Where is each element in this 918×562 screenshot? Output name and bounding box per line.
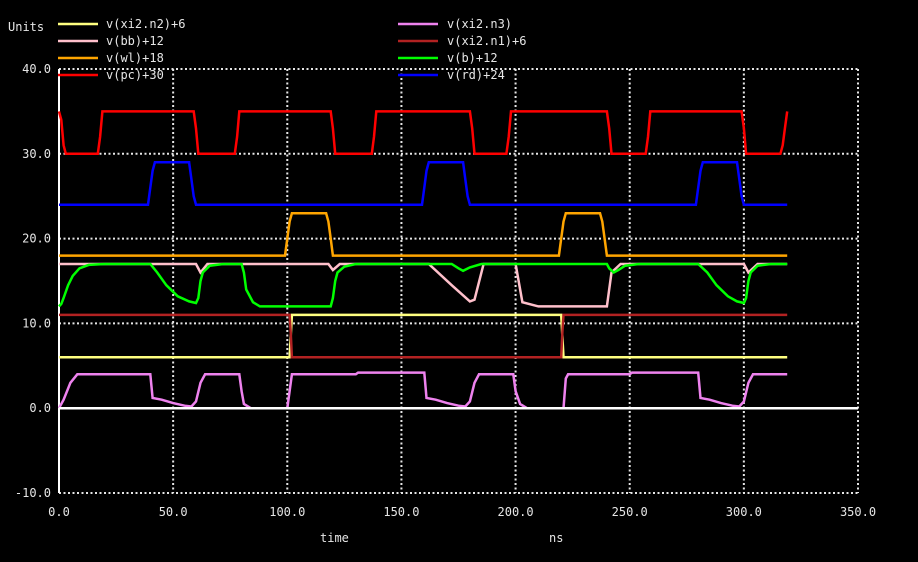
legend-label: v(b)+12 [447,51,498,65]
trace-v-xi2-n1-6 [59,313,788,359]
x-axis-unit: ns [549,531,563,545]
legend-label: v(pc)+30 [106,68,164,82]
x-axis-tick-labels: 0.0 50.0 100.0 150.0 200.0 250.0 300.0 350.0 [48,505,876,519]
y-tick-label: -10.0 [15,486,51,500]
y-axis-tick-labels: 40.0 30.0 20.0 10.0 0.0 -10.0 [15,62,51,500]
x-tick-label: 200.0 [498,505,534,519]
legend-label: v(xi2.n1)+6 [447,34,526,48]
legend: v(xi2.n2)+6 v(bb)+12 v(wl)+18 v(pc)+30 v(xi2… [58,17,526,82]
x-tick-label: 350.0 [840,505,876,519]
y-tick-label: 10.0 [22,316,51,330]
x-tick-label: 250.0 [612,505,648,519]
trace-v-xi2-n3- [57,371,788,410]
y-axis-label: Units [8,20,44,34]
legend-item: v(b)+12 [398,51,498,65]
trace-v-pc-30 [57,110,789,156]
y-tick-label: 40.0 [22,62,51,76]
legend-label: v(rd)+24 [447,68,505,82]
y-tick-label: 30.0 [22,147,51,161]
legend-label: v(xi2.n3) [447,17,512,31]
y-tick-label: 20.0 [22,232,51,246]
x-tick-label: 150.0 [383,505,419,519]
x-tick-label: 100.0 [269,505,305,519]
legend-item: v(wl)+18 [58,51,164,65]
x-tick-label: 0.0 [48,505,70,519]
waveform-traces [57,110,858,410]
trace-v-rd-24 [59,161,788,206]
legend-item: v(pc)+30 [58,68,164,82]
x-tick-label: 50.0 [159,505,188,519]
trace-v-b-12 [58,262,788,308]
legend-item: v(rd)+24 [398,68,505,82]
legend-item: v(xi2.n3) [398,17,512,31]
legend-label: v(bb)+12 [106,34,164,48]
trace-v-xi2-n2-6 [59,313,788,359]
x-tick-label: 300.0 [726,505,762,519]
legend-item: v(bb)+12 [58,34,164,48]
y-tick-label: 0.0 [29,401,51,415]
legend-label: v(xi2.n2)+6 [106,17,185,31]
x-axis-label: time [320,531,349,545]
trace-v-wl-18 [59,211,788,257]
legend-item: v(xi2.n1)+6 [398,34,526,48]
legend-item: v(xi2.n2)+6 [58,17,185,31]
legend-label: v(wl)+18 [106,51,164,65]
